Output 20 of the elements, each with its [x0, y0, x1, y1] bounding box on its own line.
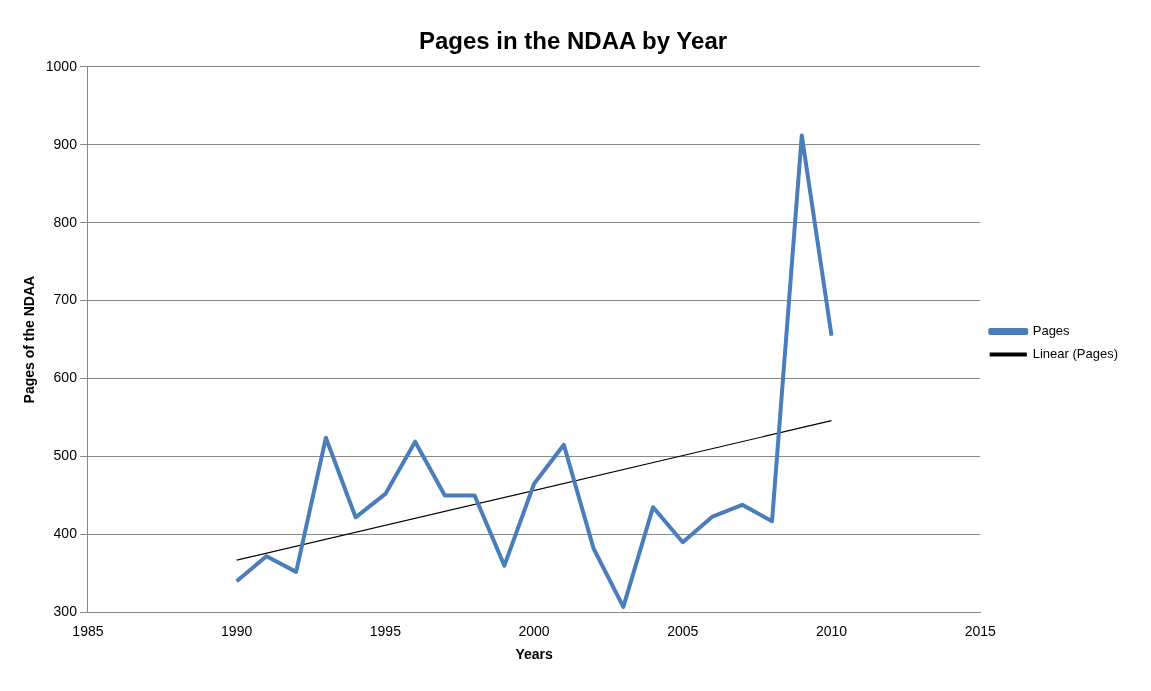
x-axis-title: Years	[515, 646, 553, 663]
y-tick-label: 400	[53, 525, 78, 542]
y-tick-label: 900	[53, 135, 78, 152]
y-tick-label: 800	[53, 213, 78, 230]
chart-title: Pages in the NDAA by Year	[418, 27, 728, 55]
y-tick-label: 700	[53, 291, 78, 308]
x-tick-label: 1990	[221, 622, 253, 639]
x-tick-label: 2010	[815, 622, 848, 639]
x-tick-label: 1985	[72, 622, 104, 639]
x-tick-label: 2015	[964, 622, 997, 639]
y-axis-title: Pages of the NDAA	[21, 275, 38, 404]
x-tick-label: 2000	[518, 622, 550, 639]
x-tick-label: 2005	[667, 622, 699, 639]
legend-label: Pages	[1032, 323, 1071, 339]
y-tick-label: 1000	[45, 57, 78, 74]
y-tick-label: 300	[53, 603, 78, 620]
y-tick-label: 500	[53, 447, 78, 464]
x-tick-label: 1995	[369, 622, 402, 639]
legend-label: Linear (Pages)	[1032, 346, 1119, 362]
y-tick-label: 600	[53, 369, 78, 386]
